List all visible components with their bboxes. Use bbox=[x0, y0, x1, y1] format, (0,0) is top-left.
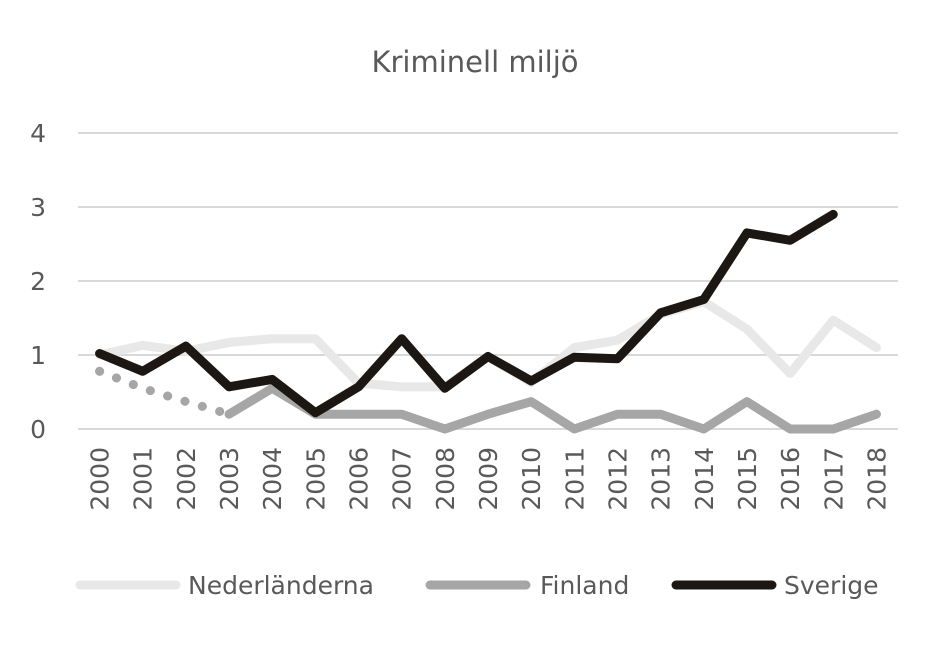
legend-label-finland: Finland bbox=[540, 571, 629, 600]
x-tick-label: 2010 bbox=[517, 447, 546, 511]
y-tick-label: 4 bbox=[30, 119, 46, 148]
x-tick-label: 2004 bbox=[258, 447, 287, 511]
x-tick-label: 2015 bbox=[733, 447, 762, 511]
x-tick-label: 2008 bbox=[431, 447, 460, 511]
series-lines bbox=[95, 209, 881, 434]
x-tick-label: 2014 bbox=[690, 447, 719, 511]
x-tick-label: 2002 bbox=[172, 447, 201, 511]
legend: Nederländerna Finland Sverige bbox=[75, 571, 879, 600]
series-line-finland-dotted bbox=[95, 366, 234, 419]
x-tick-label: 2005 bbox=[301, 447, 330, 511]
legend-label-nederl-nderna: Nederländerna bbox=[188, 571, 374, 600]
y-tick-label: 3 bbox=[30, 193, 46, 222]
x-tick-label: 2013 bbox=[647, 447, 676, 511]
x-tick-label: 2006 bbox=[345, 447, 374, 511]
legend-label-sverige: Sverige bbox=[784, 571, 879, 600]
y-tick-label: 1 bbox=[30, 341, 46, 370]
x-tick-label: 2007 bbox=[388, 447, 417, 511]
y-axis-ticks: 0 1 2 3 4 bbox=[30, 119, 46, 444]
series-line-finland bbox=[224, 383, 881, 434]
x-axis-ticks: 2000 2001 2002 2003 2004 2005 2006 2007 2008 2009… bbox=[86, 447, 892, 511]
x-tick-label: 2018 bbox=[862, 447, 891, 511]
y-tick-label: 2 bbox=[30, 267, 46, 296]
x-tick-label: 2001 bbox=[129, 447, 158, 511]
x-tick-label: 2017 bbox=[819, 447, 848, 511]
x-tick-label: 2011 bbox=[560, 447, 589, 511]
series-line-sverige bbox=[95, 209, 838, 418]
x-tick-label: 2009 bbox=[474, 447, 503, 511]
gridlines bbox=[78, 132, 898, 430]
x-tick-label: 2012 bbox=[603, 447, 632, 511]
y-tick-label: 0 bbox=[30, 415, 46, 444]
chart-title: Kriminell miljö bbox=[371, 45, 578, 79]
x-tick-label: 2000 bbox=[86, 447, 115, 511]
x-tick-label: 2016 bbox=[776, 447, 805, 511]
x-tick-label: 2003 bbox=[215, 447, 244, 511]
